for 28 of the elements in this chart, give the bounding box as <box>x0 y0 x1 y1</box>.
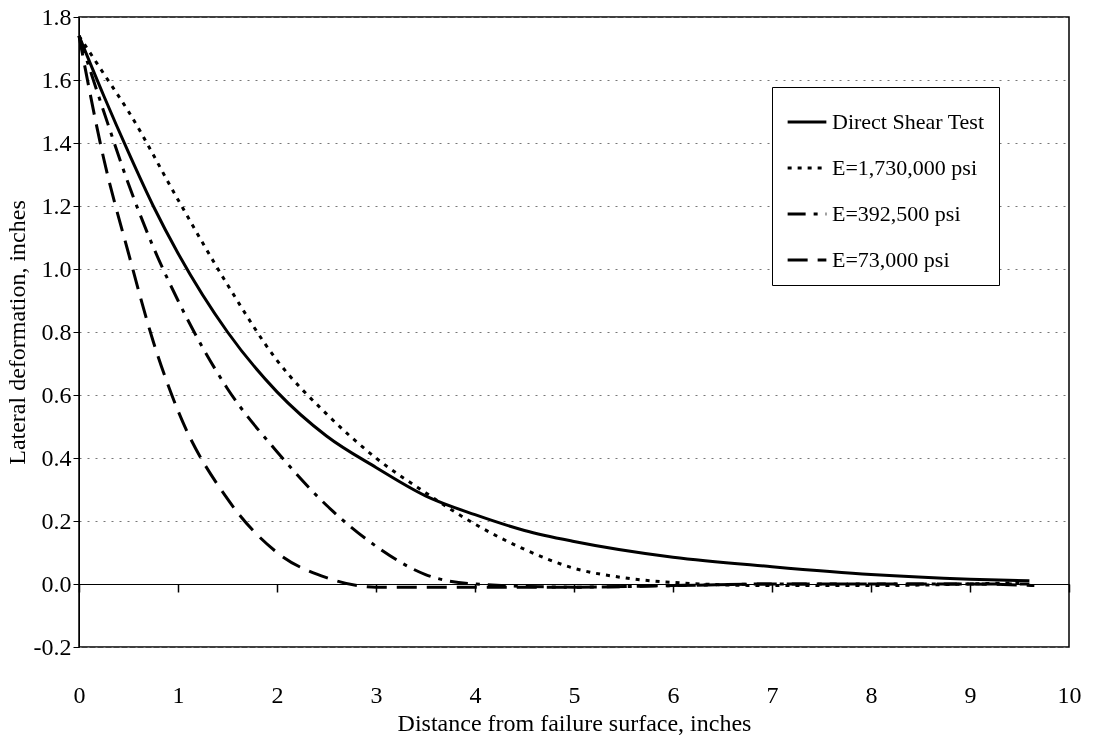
y-tick-label: 0.8 <box>41 318 72 345</box>
x-axis-title: Distance from failure surface, inches <box>397 709 752 736</box>
y-tick-label: 0.6 <box>41 381 72 408</box>
x-tick-label: 5 <box>568 681 581 708</box>
y-tick-label: 1.0 <box>41 255 72 282</box>
x-tick-label: 6 <box>667 681 680 708</box>
x-tick-label: 2 <box>271 681 284 708</box>
legend-label: E=392,500 psi <box>832 201 961 226</box>
x-tick-label: 0 <box>73 681 86 708</box>
legend-label: E=1,730,000 psi <box>832 155 978 180</box>
legend-label: Direct Shear Test <box>832 109 985 134</box>
x-tick-label: 8 <box>865 681 878 708</box>
x-tick-label: 1 <box>172 681 185 708</box>
x-tick-label: 10 <box>1057 681 1082 708</box>
x-tick-label: 4 <box>469 681 482 708</box>
y-tick-label: 1.6 <box>41 66 72 93</box>
y-tick-label: 1.4 <box>41 129 72 156</box>
y-tick-label: -0.2 <box>33 633 72 660</box>
y-tick-label: 1.2 <box>41 192 72 219</box>
x-tick-label: 9 <box>964 681 977 708</box>
y-axis-title: Lateral deformation, inches <box>3 200 30 465</box>
y-tick-label: 1.8 <box>41 3 72 30</box>
y-tick-label: 0.4 <box>41 444 72 471</box>
legend-label: E=73,000 psi <box>832 247 950 272</box>
y-tick-label: 0.2 <box>41 507 72 534</box>
x-tick-label: 7 <box>766 681 779 708</box>
x-tick-label: 3 <box>370 681 383 708</box>
y-tick-label: 0.0 <box>41 570 72 597</box>
